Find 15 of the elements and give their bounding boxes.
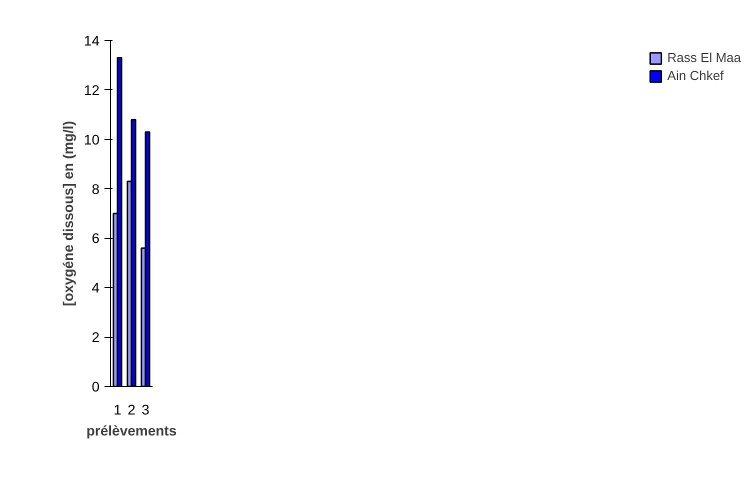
legend-label: Ain Chkef — [667, 68, 724, 83]
y-tick-label: 6 — [92, 230, 100, 246]
x-axis-title: prélèvements — [86, 422, 177, 438]
x-tick-label: 3 — [142, 402, 150, 418]
x-tick-label: 2 — [128, 402, 136, 418]
y-tick-label: 12 — [84, 82, 100, 98]
y-tick-label: 14 — [84, 32, 100, 48]
y-tick-label: 2 — [92, 329, 100, 346]
legend-label: Rass El Maa — [667, 50, 741, 65]
y-tick-label: 4 — [92, 280, 100, 296]
y-axis-title: [oxygéne dissous] en (mg/l) — [60, 120, 76, 306]
x-tick-label: 1 — [114, 402, 122, 418]
y-tick-label: 10 — [84, 131, 100, 148]
y-tick-label: 0 — [92, 378, 100, 394]
y-tick-label: 8 — [92, 180, 100, 197]
